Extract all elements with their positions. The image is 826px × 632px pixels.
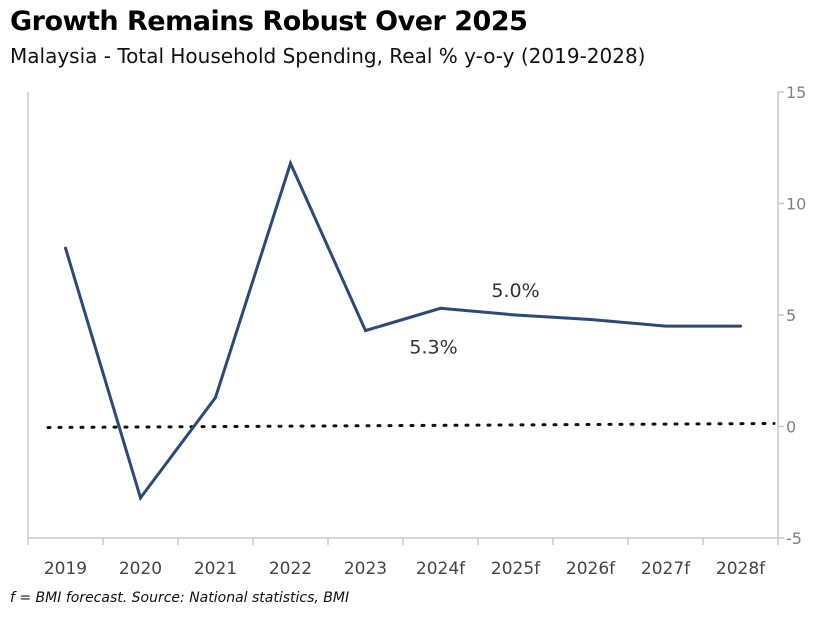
chart-title: Growth Remains Robust Over 2025 [10, 6, 528, 37]
y-tick-label: 5 [786, 306, 796, 325]
chart-subtitle: Malaysia - Total Household Spending, Rea… [10, 44, 646, 68]
x-tick-label: 2019 [44, 559, 87, 579]
data-label: 5.3% [409, 336, 457, 358]
data-point [64, 246, 67, 250]
data-point [139, 496, 142, 500]
data-point [739, 324, 742, 328]
data-label: 5.0% [491, 280, 539, 302]
zero-reference-line [46, 422, 776, 429]
y-tick-label: 10 [786, 195, 806, 214]
data-point [289, 161, 292, 165]
x-tick-label: 2020 [119, 559, 162, 579]
data-point [664, 324, 667, 328]
x-tick-label: 2026f [566, 559, 616, 579]
x-tick-label: 2021 [194, 559, 237, 579]
data-point [589, 317, 592, 321]
x-tick-label: 2022 [269, 559, 312, 579]
x-tick-label: 2028f [716, 559, 766, 579]
data-point [439, 306, 442, 310]
series-line [64, 159, 741, 502]
y-tick-label: 0 [786, 418, 796, 437]
x-tick-label: 2025f [491, 559, 541, 579]
y-tick-label: -5 [786, 529, 802, 548]
x-tick-label: 2023 [344, 559, 387, 579]
x-tick-label: 2027f [641, 559, 691, 579]
x-tick-label: 2024f [416, 559, 466, 579]
data-point [364, 329, 367, 333]
data-point [514, 313, 517, 317]
y-tick-label: 15 [786, 83, 806, 102]
chart-footnote: f = BMI forecast. Source: National stati… [10, 590, 350, 606]
data-point [214, 396, 217, 400]
